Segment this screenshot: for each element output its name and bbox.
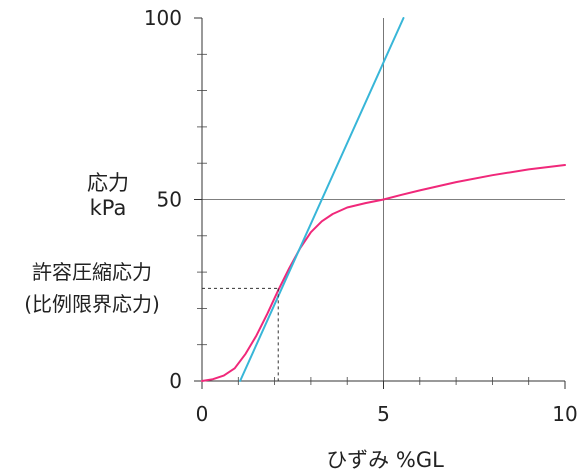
stress-strain-curve: [201, 164, 566, 382]
x-tick-label: 10: [552, 402, 577, 426]
x-tick-label: 5: [377, 402, 390, 426]
proportional-line: [239, 17, 405, 382]
y-tick-label: 50: [157, 188, 182, 212]
y-tick-label: 100: [144, 6, 182, 30]
y-axis-label: 応力: [87, 171, 129, 195]
y-axis-label: kPa: [90, 196, 127, 220]
y-tick-label: 0: [169, 369, 182, 393]
annotation-label: 許容圧縮応力: [32, 260, 152, 284]
x-axis-label: ひずみ %GL: [326, 448, 444, 472]
x-tick-label: 0: [196, 402, 209, 426]
annotation-label: (比例限界応力): [24, 292, 160, 316]
